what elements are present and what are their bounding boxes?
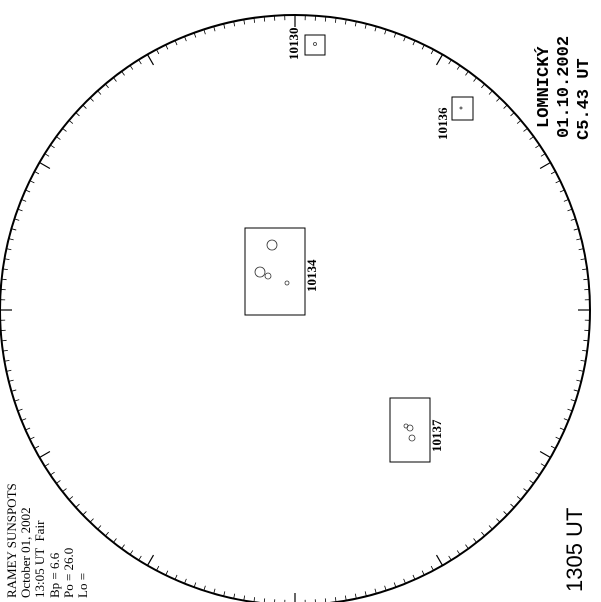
- observatory-line: 01.10.2002: [555, 36, 574, 138]
- header-line: Lo =: [75, 573, 90, 598]
- spot: [314, 43, 317, 46]
- limb-tick: [325, 598, 326, 602]
- region-label: 10130: [286, 28, 301, 61]
- region-box: [452, 97, 473, 120]
- region-boxes: [245, 35, 473, 462]
- time-label: 1305 UT: [562, 508, 587, 592]
- limb-tick: [40, 163, 50, 169]
- spot: [267, 240, 277, 250]
- spot: [409, 435, 415, 441]
- limb-tick: [540, 452, 550, 458]
- limb-tick: [540, 163, 550, 169]
- limb-tick: [148, 555, 154, 565]
- header: RAMEY SUNSPOTS October 01, 2002 13:05 UT…: [4, 483, 90, 598]
- spot: [265, 273, 271, 279]
- region-label: 10136: [435, 107, 450, 140]
- observatory: LOMNICKÝ 01.10.2002 C5.43 UT: [534, 36, 594, 140]
- spot: [460, 107, 462, 109]
- observatory-line: C5.43 UT: [575, 58, 594, 140]
- limb-tick: [264, 598, 265, 602]
- observatory-line: LOMNICKÝ: [534, 46, 554, 128]
- limb-ticks: [0, 15, 590, 602]
- region-box: [390, 398, 430, 462]
- region-labels: 10130 10136 10134 10137: [286, 28, 450, 453]
- limb-tick: [40, 452, 50, 458]
- limb-tick: [148, 55, 154, 65]
- region-label: 10137: [429, 419, 444, 452]
- header-line: Po = 26.0: [61, 548, 76, 598]
- spot: [285, 281, 289, 285]
- header-line: October 01, 2002: [18, 507, 33, 598]
- header-line: Bp = 6.6: [47, 552, 62, 598]
- header-line: RAMEY SUNSPOTS: [4, 483, 19, 598]
- solar-disk: [0, 15, 590, 602]
- spot: [255, 267, 265, 277]
- sunspot-drawing: RAMEY SUNSPOTS October 01, 2002 13:05 UT…: [0, 0, 601, 602]
- limb-tick: [437, 555, 443, 565]
- spots: [255, 43, 462, 442]
- limb-tick: [437, 55, 443, 65]
- region-label: 10134: [304, 259, 319, 292]
- region-box: [305, 35, 325, 55]
- header-line: 13:05 UT Fair: [32, 520, 47, 598]
